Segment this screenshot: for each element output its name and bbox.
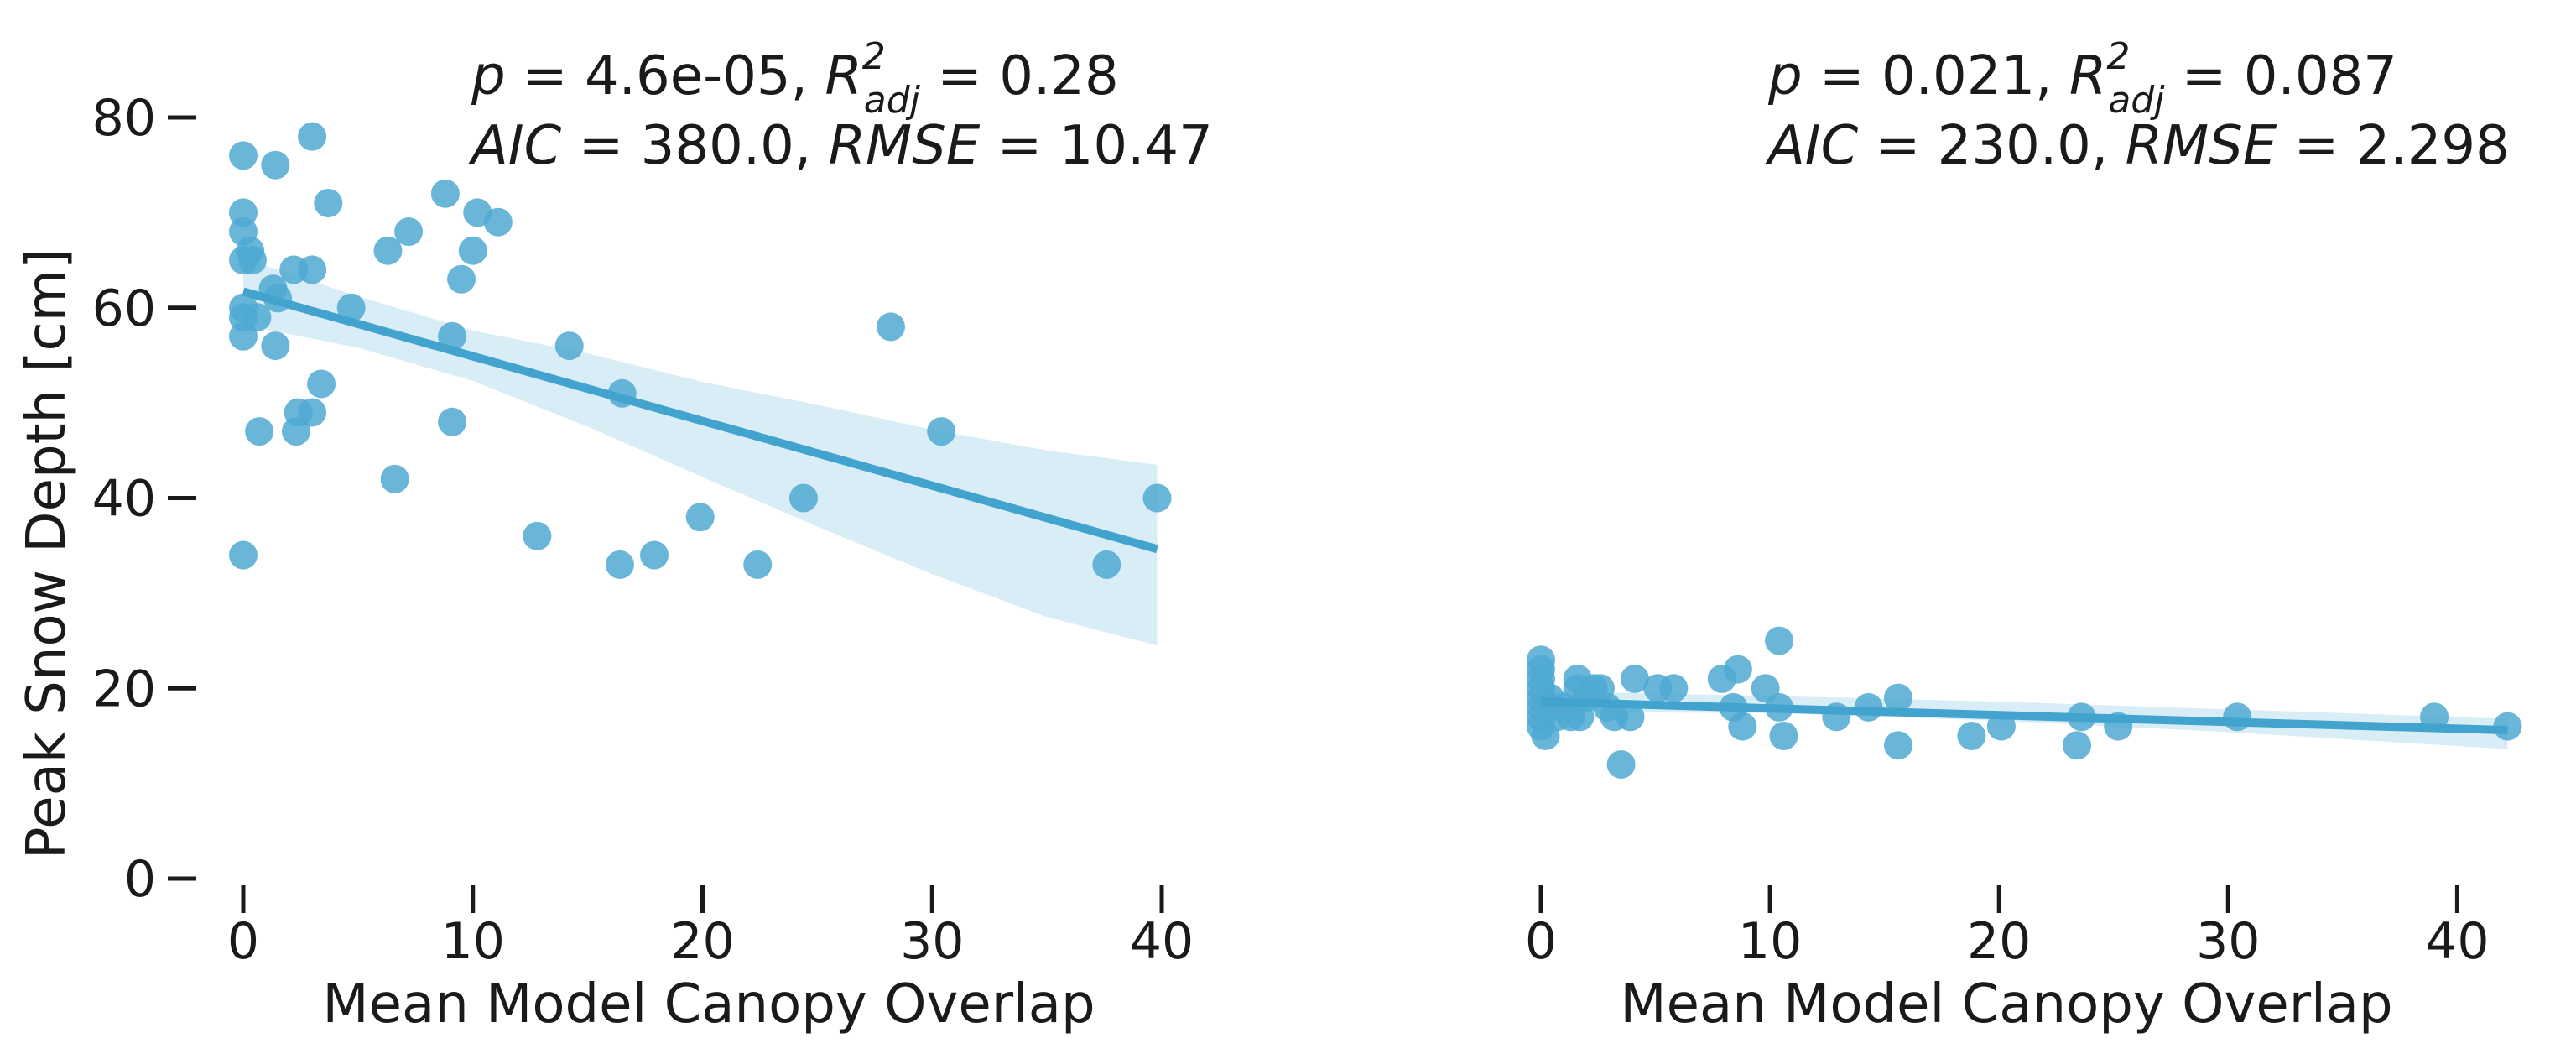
- confidence-band: [243, 258, 1158, 646]
- y-tick-label: 0: [124, 850, 156, 909]
- data-point: [1659, 674, 1689, 703]
- y-axis-label: Peak Snow Depth [cm]: [16, 248, 78, 859]
- left-panel: 0 10 20 30 40 0 20 40 60 80 p = 4.6e-05, R2 adj = …: [16, 35, 1213, 1036]
- data-point: [458, 236, 487, 265]
- data-point: [1884, 683, 1913, 712]
- x-tick-label: 40: [2425, 912, 2489, 971]
- x-tick-label: 10: [441, 912, 505, 971]
- data-point: [281, 417, 310, 446]
- data-point: [483, 207, 513, 237]
- data-point: [788, 483, 818, 513]
- x-tick-label: 0: [1525, 912, 1557, 971]
- data-point: [605, 550, 634, 579]
- stats-line-1: p = 0.021, R2 adj = 0.087: [1767, 35, 2397, 122]
- confidence-band: [1541, 691, 2508, 749]
- data-point: [1142, 483, 1172, 513]
- data-point: [298, 255, 327, 284]
- data-point: [430, 179, 460, 208]
- data-point: [743, 550, 773, 579]
- y-tick-label: 20: [92, 660, 156, 718]
- stats-line-1: p = 4.6e-05, R2 adj = 0.28: [471, 35, 1119, 122]
- data-point: [261, 150, 290, 180]
- x-tick-label: 30: [2196, 912, 2260, 971]
- data-point: [447, 264, 476, 294]
- fit-line-layer: [1540, 697, 2508, 735]
- data-point: [380, 464, 409, 493]
- data-point: [237, 246, 267, 275]
- x-tick-label: 20: [1967, 912, 2031, 971]
- x-axis-label: Mean Model Canopy Overlap: [322, 973, 1095, 1036]
- x-tick-label: 0: [227, 912, 259, 971]
- data-point: [876, 312, 905, 342]
- data-point: [1620, 664, 1649, 693]
- data-point: [438, 407, 467, 436]
- x-axis-label: Mean Model Canopy Overlap: [1620, 973, 2392, 1036]
- data-point: [242, 303, 272, 332]
- data-point: [685, 503, 715, 532]
- data-point: [229, 141, 258, 170]
- data-point: [261, 331, 290, 361]
- data-point: [2223, 702, 2252, 732]
- data-point: [1606, 749, 1636, 779]
- data-point: [298, 398, 327, 427]
- ci-band-layer: [243, 258, 1158, 646]
- x-tick-label: 20: [670, 912, 734, 971]
- y-tick-label: 60: [92, 279, 156, 338]
- data-point: [245, 417, 274, 446]
- data-point: [640, 540, 669, 570]
- stats-line-2: AIC = 230.0, RMSE = 2.298: [1765, 115, 2510, 177]
- regression-line: [242, 287, 1158, 554]
- data-point: [554, 331, 584, 361]
- data-point: [229, 540, 258, 570]
- y-tick-label: 40: [92, 470, 156, 529]
- right-panel: 0 10 20 30 40 p = 0.021, R2 adj = 0.087 AIC =…: [1525, 35, 2522, 1036]
- x-tick-label: 30: [900, 912, 964, 971]
- data-point: [1884, 731, 1913, 760]
- points-layer: [1527, 626, 2522, 779]
- ci-band-layer: [1541, 691, 2508, 749]
- regression-line: [1540, 697, 2508, 735]
- data-point: [314, 189, 343, 218]
- data-point: [1957, 721, 1986, 750]
- x-tick-label: 40: [1130, 912, 1194, 971]
- data-point: [2063, 731, 2092, 760]
- data-point: [373, 236, 403, 265]
- data-point: [1728, 712, 1757, 741]
- data-point: [336, 293, 366, 322]
- data-point: [1616, 702, 1645, 732]
- data-point: [394, 217, 424, 247]
- data-point: [1723, 655, 1752, 684]
- axes-layer: 0 10 20 30 40 0 20 40 60 80: [92, 89, 1194, 971]
- data-point: [1765, 626, 1794, 655]
- y-tick-label: 80: [92, 89, 156, 148]
- data-point: [523, 521, 552, 550]
- data-point: [438, 321, 467, 351]
- data-point: [1092, 550, 1121, 579]
- x-tick-label: 10: [1738, 912, 1802, 971]
- stats-line-2: AIC = 380.0, RMSE = 10.47: [468, 115, 1213, 177]
- data-point: [298, 122, 327, 151]
- data-point: [307, 369, 336, 399]
- data-point: [1769, 721, 1798, 750]
- data-point: [927, 417, 956, 446]
- fit-line-layer: [242, 287, 1158, 554]
- axes-layer: 0 10 20 30 40: [1525, 885, 2490, 971]
